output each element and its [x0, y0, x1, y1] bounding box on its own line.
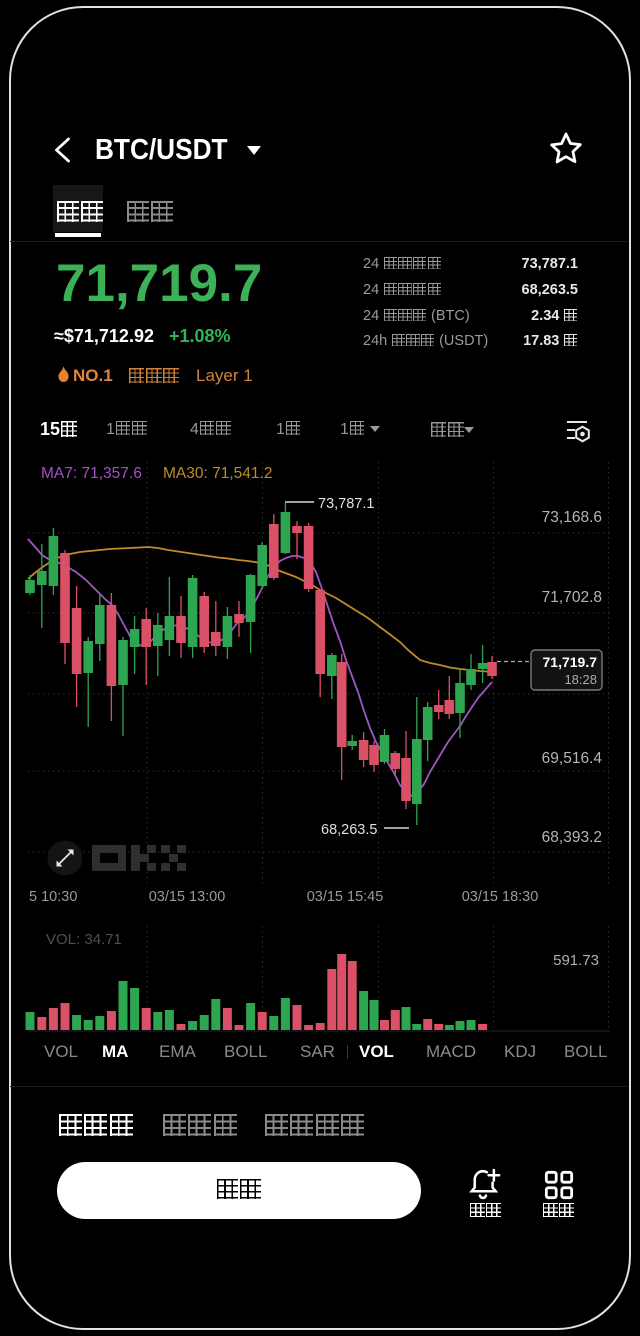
svg-text:68,393.2: 68,393.2 [542, 829, 602, 846]
svg-text:18:28: 18:28 [564, 672, 597, 687]
svg-text:73,168.6: 73,168.6 [542, 509, 602, 526]
svg-text:MA30: 71,541.2: MA30: 71,541.2 [163, 465, 272, 482]
svg-text:68,263.5: 68,263.5 [321, 822, 377, 838]
svg-text:MA7: 71,357.6: MA7: 71,357.6 [41, 465, 142, 482]
svg-text:591.73: 591.73 [553, 952, 599, 969]
svg-text:VOL: 34.71: VOL: 34.71 [46, 931, 122, 948]
svg-text:71,702.8: 71,702.8 [542, 589, 602, 606]
svg-text:69,516.4: 69,516.4 [542, 750, 603, 767]
svg-text:03/15 15:45: 03/15 15:45 [307, 889, 384, 905]
svg-text:03/15 13:00: 03/15 13:00 [149, 889, 226, 905]
svg-text:71,719.7: 71,719.7 [543, 654, 598, 670]
svg-text:03/15 18:30: 03/15 18:30 [462, 889, 539, 905]
svg-text:73,787.1: 73,787.1 [318, 496, 374, 512]
svg-text:5 10:30: 5 10:30 [29, 889, 77, 905]
